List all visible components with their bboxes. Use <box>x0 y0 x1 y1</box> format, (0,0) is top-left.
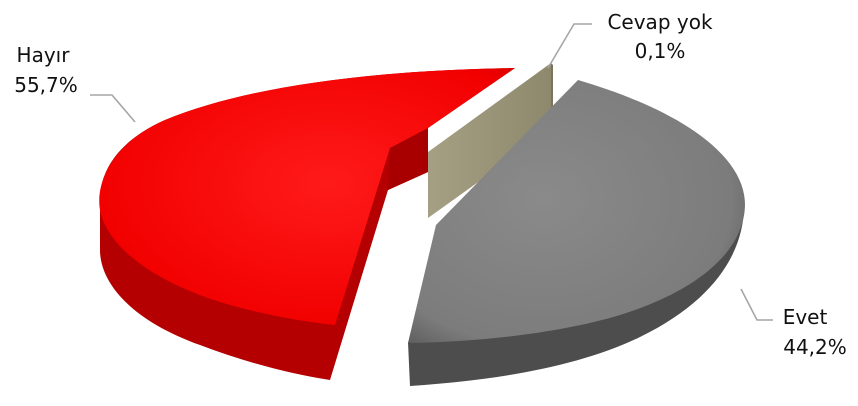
data-label-cevap-yok-name: Cevap yok <box>607 10 712 34</box>
leader-line-evet <box>740 288 773 321</box>
leader-line-hayir <box>90 94 136 123</box>
data-label-cevap-yok-value: 0,1% <box>635 39 686 63</box>
pie-slice-cevap-yok-face <box>428 63 551 218</box>
data-label-evet-name: Evet <box>783 305 828 329</box>
pie-slice-evet <box>408 80 745 386</box>
pie-slice-evet-top <box>408 80 745 343</box>
data-label-hayir-name: Hayır <box>17 43 71 67</box>
data-label-hayir-value: 55,7% <box>14 73 78 97</box>
pie-slice-evet-side <box>408 200 745 386</box>
pie-slice-hayir <box>99 68 516 380</box>
pie-slice-hayir-inner <box>388 128 428 190</box>
data-label-evet-value: 44,2% <box>783 335 847 359</box>
leader-line-cevap-yok <box>547 23 592 69</box>
pie-slice-hayir-top <box>99 68 516 325</box>
